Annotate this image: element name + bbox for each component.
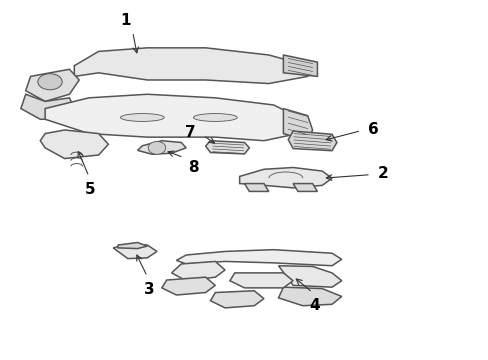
- Polygon shape: [244, 184, 268, 192]
- Ellipse shape: [38, 74, 62, 90]
- Polygon shape: [118, 243, 147, 249]
- Polygon shape: [239, 167, 331, 188]
- Polygon shape: [137, 141, 186, 154]
- Circle shape: [148, 141, 165, 154]
- Polygon shape: [74, 48, 307, 84]
- Text: 7: 7: [185, 125, 196, 140]
- Polygon shape: [283, 109, 312, 141]
- Polygon shape: [287, 131, 336, 151]
- Polygon shape: [171, 261, 224, 281]
- Polygon shape: [113, 244, 157, 258]
- Polygon shape: [45, 94, 302, 141]
- Polygon shape: [278, 287, 341, 306]
- Polygon shape: [21, 94, 74, 119]
- Text: 6: 6: [368, 122, 379, 137]
- Polygon shape: [292, 184, 317, 192]
- Text: 3: 3: [144, 282, 155, 297]
- Polygon shape: [229, 273, 292, 288]
- Polygon shape: [205, 141, 249, 154]
- Text: 8: 8: [188, 160, 199, 175]
- Polygon shape: [162, 277, 215, 295]
- Polygon shape: [278, 266, 341, 287]
- Polygon shape: [176, 249, 341, 266]
- Text: 2: 2: [377, 166, 388, 181]
- Polygon shape: [283, 55, 317, 76]
- Text: 5: 5: [84, 182, 95, 197]
- Polygon shape: [26, 69, 79, 102]
- Ellipse shape: [120, 113, 164, 121]
- Ellipse shape: [193, 113, 237, 121]
- Polygon shape: [210, 291, 264, 308]
- Text: 4: 4: [309, 298, 320, 313]
- Polygon shape: [40, 130, 108, 158]
- Text: 1: 1: [120, 13, 130, 28]
